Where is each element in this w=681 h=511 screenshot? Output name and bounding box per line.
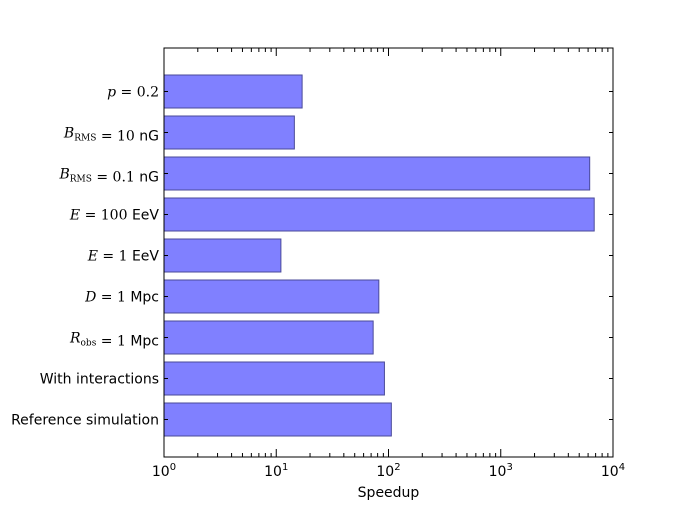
- x-tick-label: 102: [376, 462, 400, 480]
- x-tick-labels: 100 101 102 103 104: [152, 462, 625, 480]
- plot-frame: [163, 47, 614, 458]
- x-tick-label: 103: [489, 462, 513, 480]
- axis-ticks: [163, 48, 614, 457]
- category-label-robs: Robs = 1 Mpc: [69, 331, 159, 350]
- x-tick-label: 101: [264, 462, 288, 480]
- category-label-p: p = 0.2: [107, 85, 159, 101]
- category-label-e1: E = 1 EeV: [87, 249, 160, 265]
- bar-brms10: [163, 115, 295, 150]
- x-tick-label: 100: [152, 462, 176, 480]
- category-label-e100: E = 100 EeV: [69, 208, 160, 224]
- category-label-interactions: With interactions: [40, 372, 159, 388]
- bar-interactions: [163, 361, 385, 396]
- category-label-brms01: BRMS = 0.1 nG: [58, 167, 159, 186]
- bar-reference: [163, 402, 392, 437]
- bar-e100: [163, 197, 595, 232]
- bar-e1: [163, 238, 282, 273]
- bars-group: [163, 74, 595, 437]
- x-tick-label: 104: [601, 462, 625, 480]
- bar-brms01: [163, 156, 591, 191]
- category-labels: p = 0.2 BRMS = 10 nG BRMS = 0.1 nG E = 100 …: [11, 85, 159, 429]
- category-label-reference: Reference simulation: [11, 413, 159, 429]
- category-label-brms10: BRMS = 10 nG: [63, 126, 159, 145]
- bar-d1: [163, 279, 380, 314]
- x-axis-label: Speedup: [358, 485, 420, 501]
- bar-robs: [163, 320, 374, 355]
- bar-p: [163, 74, 303, 109]
- category-label-d1: D = 1 Mpc: [84, 290, 159, 306]
